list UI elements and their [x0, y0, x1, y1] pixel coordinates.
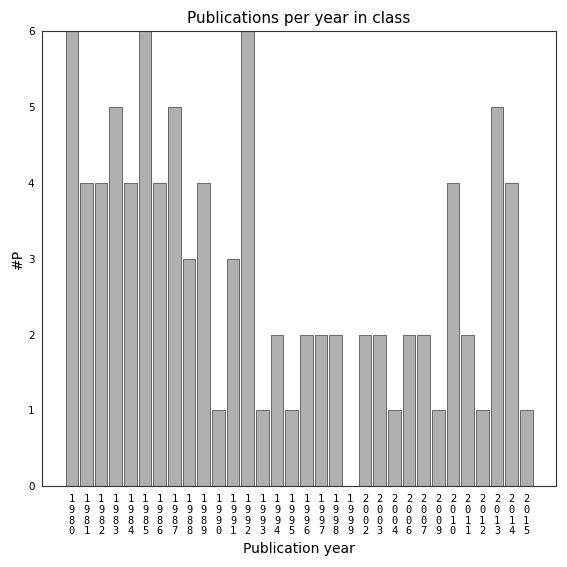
- Bar: [227, 259, 239, 486]
- Bar: [417, 335, 430, 486]
- Bar: [80, 183, 92, 486]
- Bar: [139, 31, 151, 486]
- Bar: [520, 411, 532, 486]
- Title: Publications per year in class: Publications per year in class: [187, 11, 411, 26]
- Bar: [66, 31, 78, 486]
- Bar: [476, 411, 489, 486]
- Bar: [124, 183, 137, 486]
- Y-axis label: #P: #P: [11, 249, 25, 269]
- Bar: [285, 411, 298, 486]
- Bar: [183, 259, 195, 486]
- Bar: [315, 335, 327, 486]
- Bar: [271, 335, 284, 486]
- Bar: [154, 183, 166, 486]
- Bar: [329, 335, 342, 486]
- Bar: [168, 107, 181, 486]
- Bar: [109, 107, 122, 486]
- Bar: [359, 335, 371, 486]
- Bar: [505, 183, 518, 486]
- Bar: [95, 183, 107, 486]
- Bar: [197, 183, 210, 486]
- Bar: [447, 183, 459, 486]
- Bar: [491, 107, 503, 486]
- Bar: [212, 411, 225, 486]
- Bar: [388, 411, 400, 486]
- X-axis label: Publication year: Publication year: [243, 542, 355, 556]
- Bar: [256, 411, 269, 486]
- Bar: [300, 335, 312, 486]
- Bar: [432, 411, 445, 486]
- Bar: [462, 335, 474, 486]
- Bar: [242, 31, 254, 486]
- Bar: [374, 335, 386, 486]
- Bar: [403, 335, 415, 486]
